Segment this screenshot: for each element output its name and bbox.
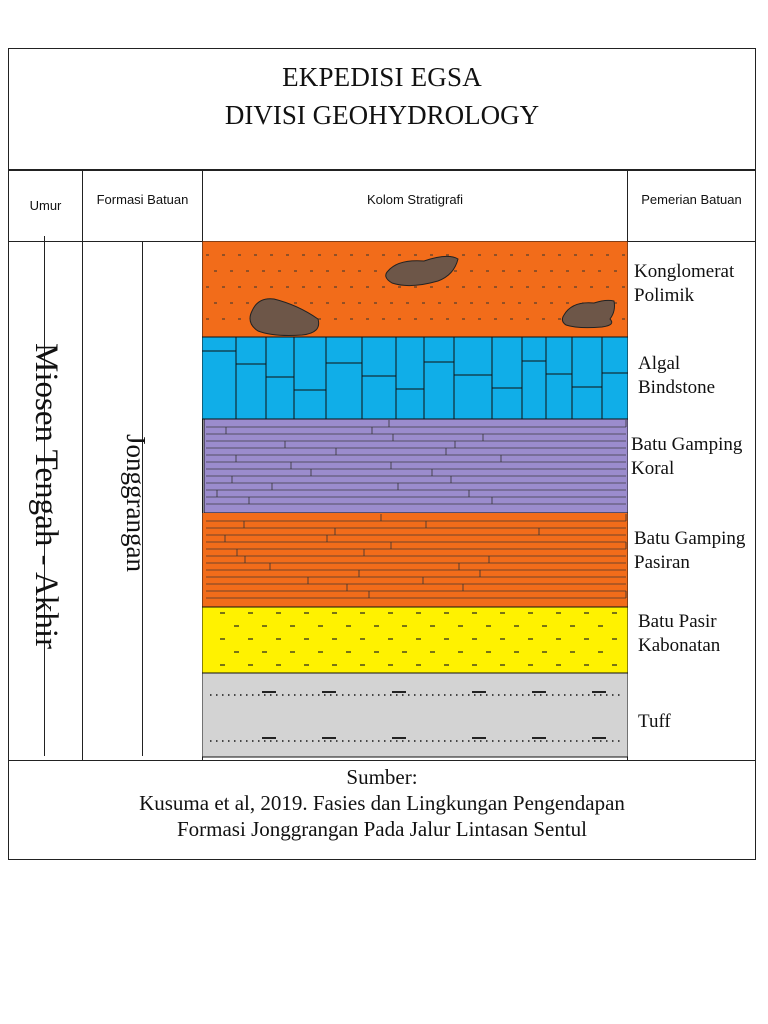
desc-sandy-line-1: Batu Gamping [634, 528, 746, 549]
layer-algal-bindstone [202, 336, 628, 420]
desc-coral-line-2: Koral [631, 458, 675, 479]
header-formasi: Formasi Batuan [96, 191, 189, 207]
desc-tuff: Tuff [638, 710, 671, 734]
desc-tuff-line-1: Tuff [638, 711, 671, 732]
desc-algal-bindstone: Algal Bindstone [638, 352, 715, 400]
layer-sandy-limestone [202, 513, 628, 607]
header-umur: Umur [29, 197, 62, 213]
layer-coral-limestone [203, 418, 628, 514]
layer-tuff [202, 672, 628, 758]
desc-carbonate-sandstone: Batu Pasir Kabonatan [638, 610, 720, 658]
title-block: EKPEDISI EGSA DIVISI GEOHYDROLOGY [8, 48, 756, 168]
layer-carbonate-sandstone [202, 606, 628, 674]
source-box [8, 760, 756, 860]
title-line-1: EKPEDISI EGSA [282, 62, 482, 92]
age-inner-line [44, 236, 45, 756]
pebble-2 [249, 298, 320, 336]
title-box [8, 48, 756, 170]
stratigraphic-column [202, 241, 628, 758]
desc-sandy-limestone: Batu Gamping Pasiran [634, 527, 745, 575]
header-kolom: Kolom Stratigrafi [366, 191, 464, 207]
desc-carbonate-line-1: Batu Pasir [638, 611, 717, 632]
pebble-1 [385, 255, 459, 287]
age-label: Miosen Tengah - Akhir [28, 343, 64, 649]
desc-algal-line-2: Bindstone [638, 377, 716, 398]
desc-coral-limestone: Batu Gamping Koral [631, 433, 742, 481]
desc-coral-line-1: Batu Gamping [631, 434, 743, 455]
desc-conglomerate: Konglomerat Polimik [634, 260, 734, 308]
formation-label: Jonggrangan [121, 434, 151, 572]
source-line-3: Formasi Jonggrangan Pada Jalur Lintasan … [176, 817, 587, 841]
header-pemerian: Pemerian Batuan [641, 191, 742, 207]
formation-inner-line [142, 241, 143, 756]
desc-conglomerate-line-1: Konglomerat [634, 261, 735, 282]
source-line-1: Sumber: [346, 765, 418, 789]
desc-carbonate-line-2: Kabonatan [638, 635, 721, 656]
desc-conglomerate-line-2: Polimik [634, 285, 695, 306]
source-line-2: Kusuma et al, 2019. Fasies dan Lingkunga… [139, 791, 625, 815]
description-column [627, 241, 756, 761]
source-block: Sumber: Kusuma et al, 2019. Fasies dan L… [8, 760, 756, 860]
title-line-2: DIVISI GEOHYDROLOGY [224, 100, 540, 130]
layer-conglomerate [202, 241, 628, 337]
pebble-3 [561, 299, 615, 329]
desc-sandy-line-2: Pasiran [634, 552, 690, 573]
desc-algal-line-1: Algal [638, 353, 681, 374]
